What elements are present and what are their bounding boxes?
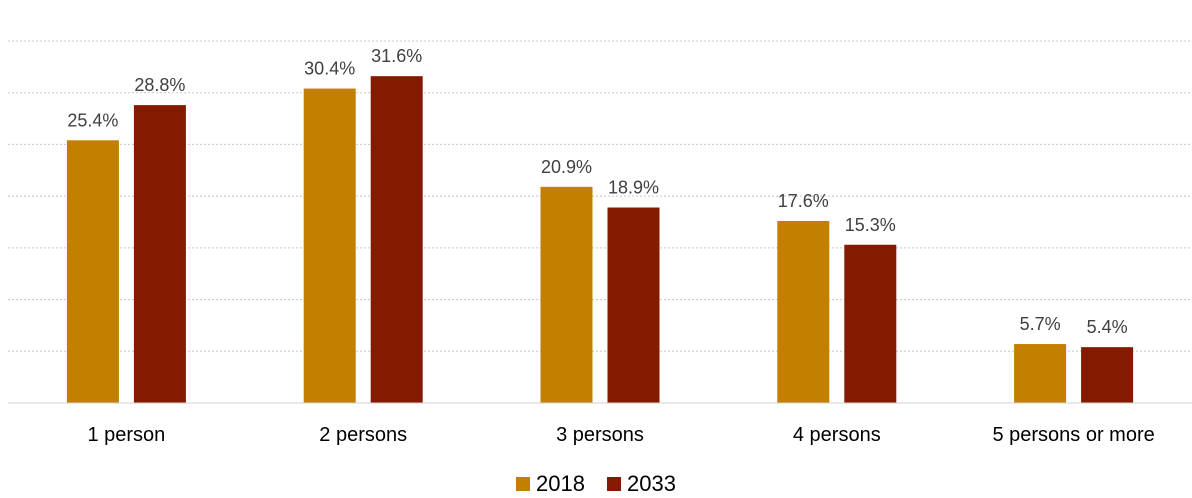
legend-swatch-2018 (516, 477, 531, 491)
bar-2018-4 (1014, 344, 1067, 403)
bar-2018-3 (777, 220, 830, 403)
x-tick-label-1: 2 persons (319, 424, 407, 446)
data-label-2018-1: 30.4% (304, 59, 355, 79)
data-label-2018-4: 5.7% (1020, 314, 1061, 334)
legend: 2018 2033 (0, 470, 1192, 498)
bars (66, 76, 1134, 403)
data-labels: 25.4% 28.8% 30.4% 31.6% 20.9% 18.9% 17.6% 15.3%… (67, 46, 1127, 337)
x-tick-label-3: 4 persons (793, 424, 881, 446)
gridlines (8, 40, 1192, 352)
data-label-2033-4: 5.4% (1087, 317, 1128, 337)
legend-swatch-2033 (607, 477, 621, 491)
bar-2033-4 (1081, 347, 1134, 403)
legend-label-2018: 2018 (536, 471, 585, 496)
bar-2033-0 (133, 105, 186, 403)
bar-2018-2 (540, 186, 593, 403)
data-label-2018-0: 25.4% (67, 110, 118, 130)
bar-2018-0 (66, 140, 119, 403)
legend-label-2033: 2033 (627, 471, 676, 496)
data-label-2018-2: 20.9% (541, 157, 592, 177)
data-label-2018-3: 17.6% (778, 191, 829, 211)
data-label-2033-0: 28.8% (134, 75, 185, 95)
legend-item-2033: 2033 (607, 471, 676, 497)
bar-2033-2 (607, 207, 660, 403)
x-tick-label-0: 1 person (87, 424, 165, 446)
bar-2033-3 (844, 244, 897, 403)
data-label-2033-2: 18.9% (608, 178, 659, 198)
x-tick-label-2: 3 persons (556, 424, 644, 446)
legend-item-2018: 2018 (516, 471, 585, 497)
data-label-2033-1: 31.6% (371, 46, 422, 66)
bar-2033-1 (370, 76, 423, 403)
bar-2018-1 (303, 88, 356, 403)
bar-chart: 25.4% 28.8% 30.4% 31.6% 20.9% 18.9% 17.6% 15.3%… (8, 40, 1192, 446)
data-label-2033-3: 15.3% (845, 215, 896, 235)
x-tick-label-4: 5 persons or more (992, 424, 1154, 446)
x-tick-labels: 1 person 2 persons 3 persons 4 persons 5 per… (87, 424, 1154, 446)
